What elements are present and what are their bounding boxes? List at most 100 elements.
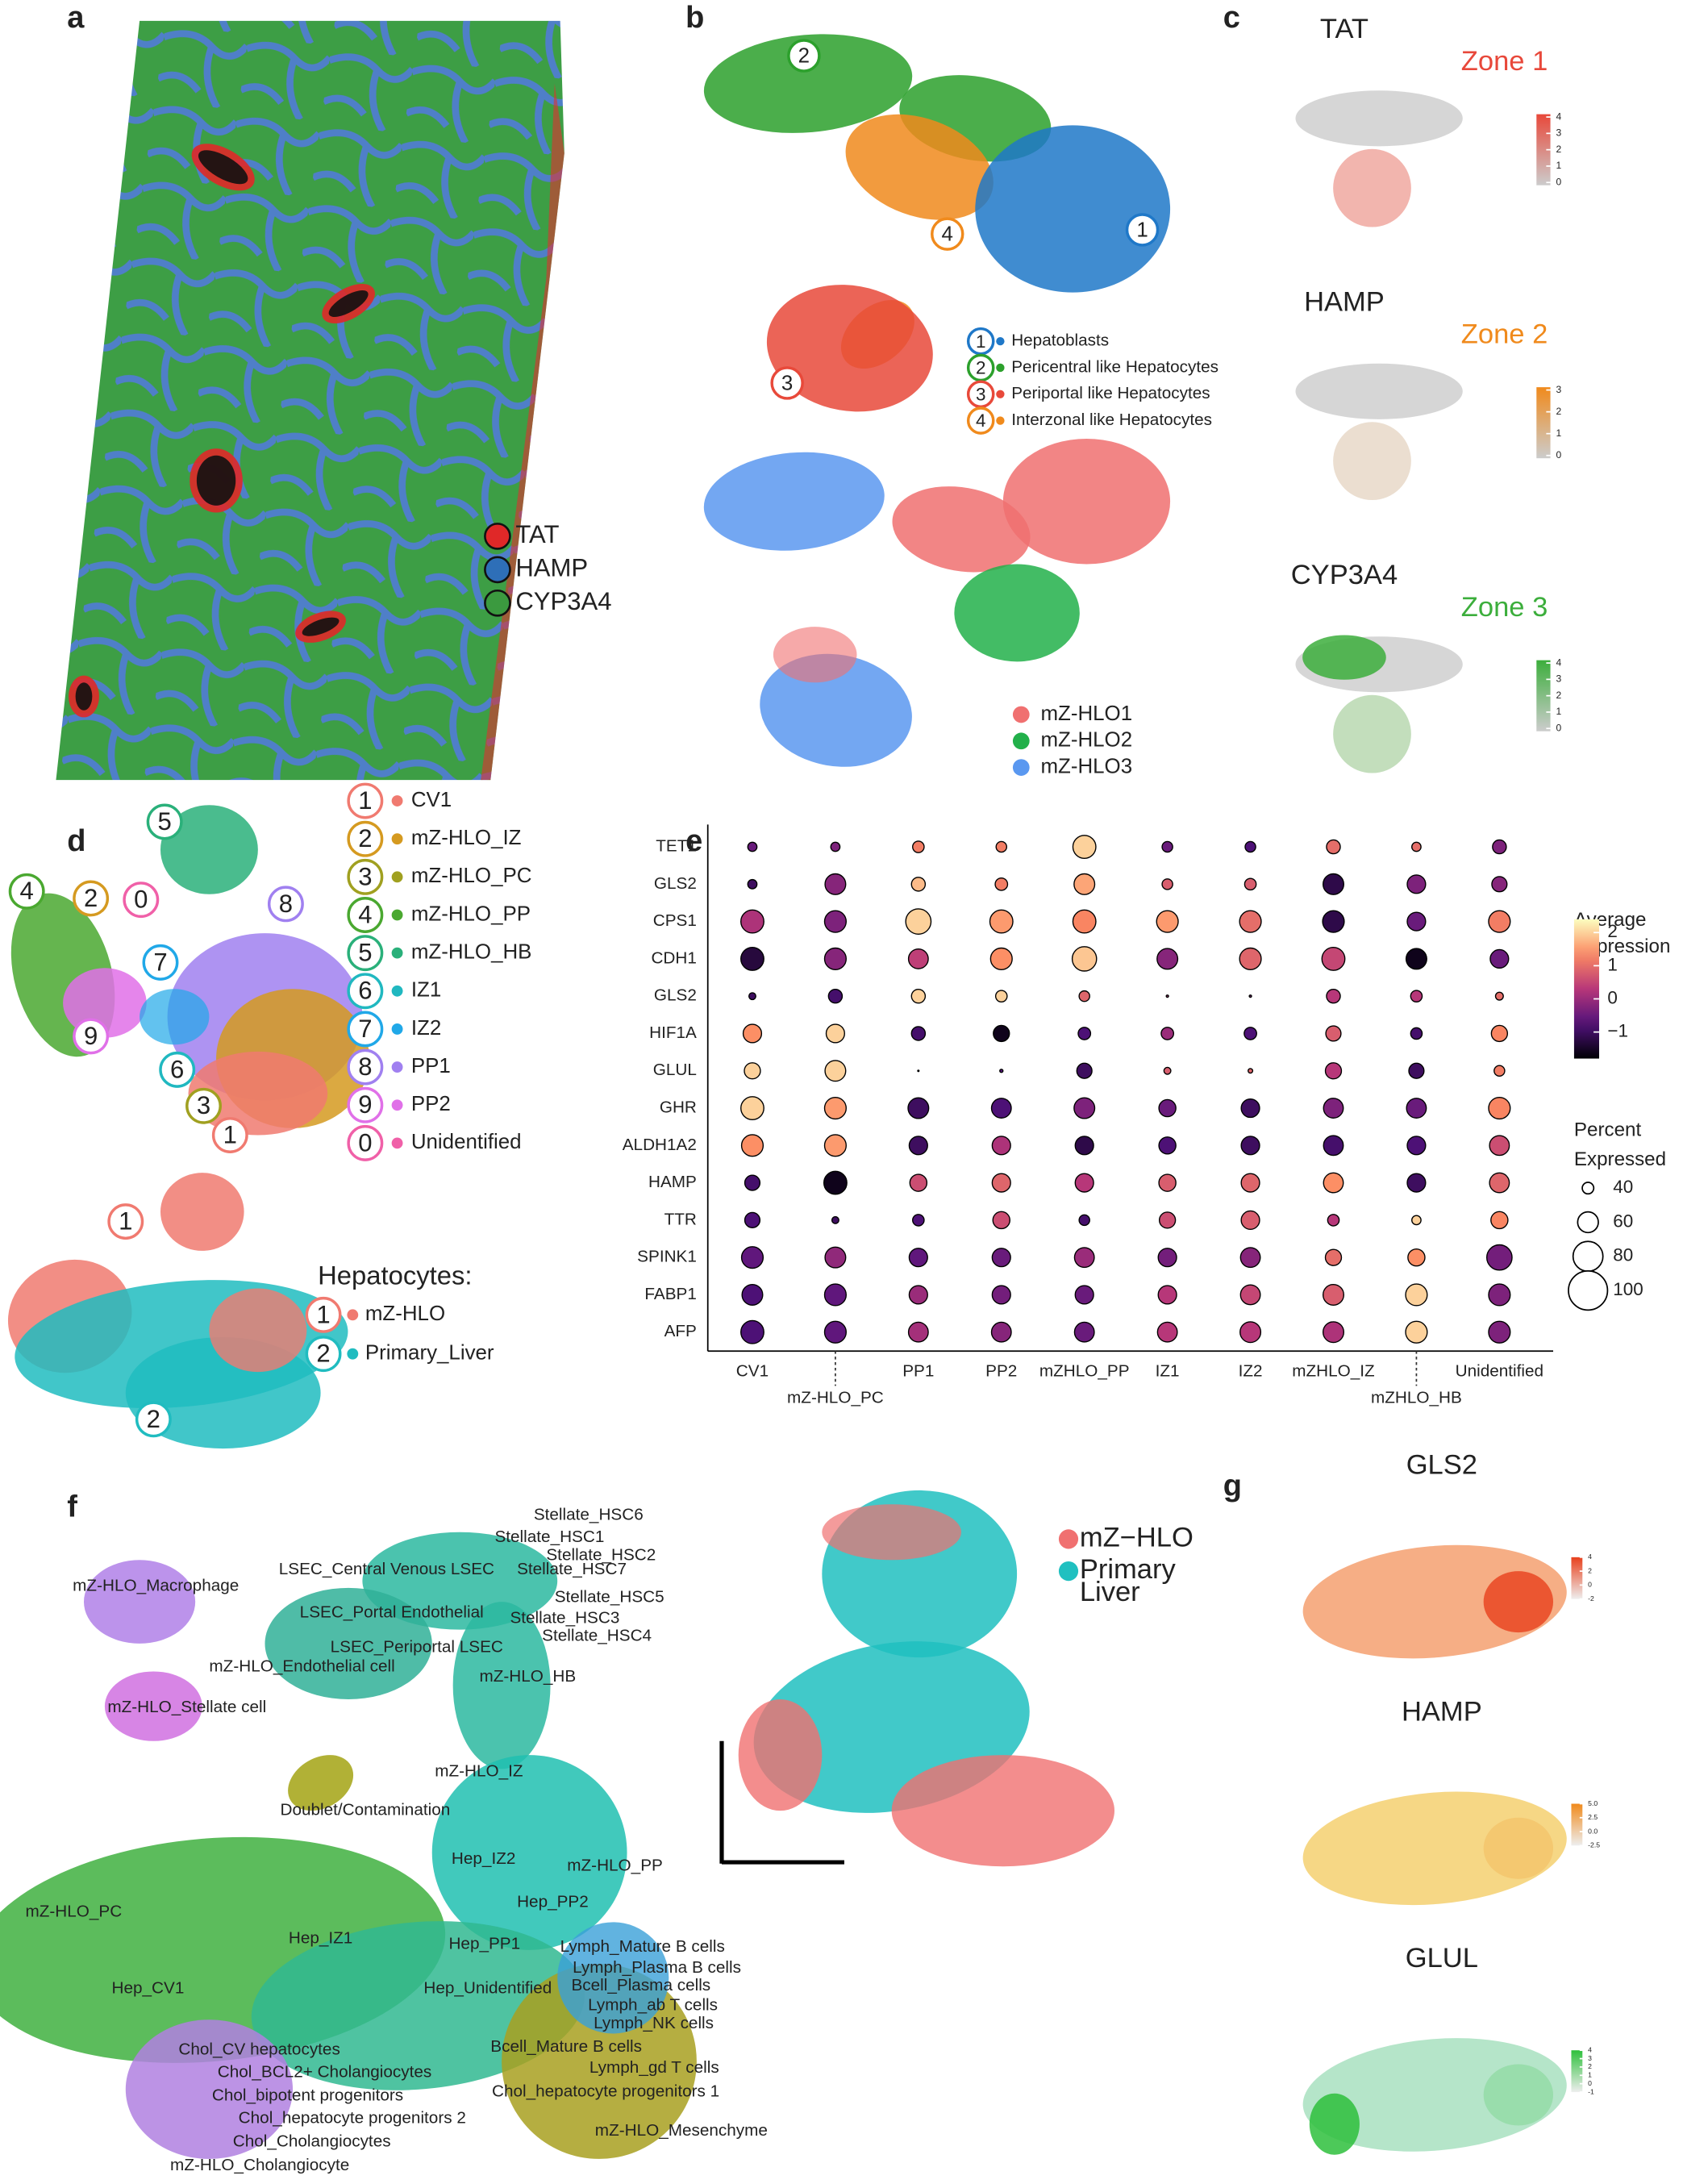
dot: [1323, 1172, 1344, 1194]
cluster-number: 1: [316, 1300, 330, 1328]
dot: [1163, 1066, 1172, 1075]
number-ring: [146, 803, 183, 840]
dot: [1158, 1098, 1177, 1118]
y-tick-label: TET1: [656, 837, 697, 856]
colorbar-tick-label: 0: [1556, 722, 1561, 733]
dot: [1327, 1214, 1340, 1227]
cluster-number: 7: [358, 1015, 372, 1043]
dot: [1405, 1283, 1428, 1307]
dot: [1072, 909, 1097, 934]
y-tick-label: SPINK1: [637, 1248, 697, 1266]
dot: [1157, 1248, 1177, 1268]
panel-label: a: [67, 1, 85, 35]
cluster-number: 2: [147, 1405, 160, 1433]
dot: [991, 1173, 1011, 1193]
number-ring: [73, 880, 110, 917]
cluster-blob: [265, 1587, 432, 1699]
legend-label: mZ-HLO_HB: [411, 940, 532, 963]
dot: [744, 1062, 761, 1080]
dot: [1161, 840, 1173, 853]
cluster-blob: [160, 805, 258, 894]
size-key: [1581, 1182, 1595, 1195]
cluster-blob: [188, 1051, 328, 1136]
number-ring: [347, 820, 384, 857]
dot: [1492, 839, 1507, 855]
dot: [989, 909, 1014, 934]
cluster-number: 3: [781, 373, 793, 395]
size-key-label: 40: [1613, 1177, 1633, 1197]
colorbar-tick-label: 2: [1556, 690, 1561, 701]
dot: [1239, 1284, 1261, 1306]
number-ring: [135, 1401, 172, 1438]
cluster-blob: [845, 114, 994, 220]
dot: [1406, 911, 1427, 932]
legend-label: IZ2: [411, 1017, 441, 1040]
dot: [1488, 1283, 1511, 1307]
cluster-blob: [160, 1173, 244, 1251]
dot: [912, 1214, 925, 1227]
number-ring: [347, 782, 384, 819]
dot: [825, 1023, 845, 1044]
dot: [907, 948, 929, 969]
legend-label: Interzonal like Hepatocytes: [1011, 411, 1212, 429]
cluster-number: 2: [358, 824, 372, 852]
cluster-label: Doublet/Contamination: [281, 1801, 451, 1819]
colorbar-tick-label: 1: [1556, 427, 1561, 439]
tissue-edge: [481, 83, 564, 781]
y-tick-label: CDH1: [651, 948, 696, 967]
cluster-number: 2: [976, 358, 985, 378]
size-key-label: 100: [1613, 1279, 1643, 1299]
gene-title: HAMP: [1304, 287, 1385, 318]
number-ring: [107, 1203, 144, 1240]
dot: [740, 909, 764, 934]
dot: [1490, 1211, 1509, 1230]
dot: [1326, 839, 1341, 855]
colorbar-tick-label: 3: [1588, 2054, 1592, 2062]
legend-dot: [391, 909, 403, 921]
dot: [910, 877, 927, 892]
dot: [823, 1283, 847, 1307]
cluster-number: 0: [358, 1128, 372, 1157]
dot: [1493, 1065, 1506, 1077]
cluster-blob: [251, 1921, 585, 2090]
cluster-label: LSEC_Central Venous LSEC: [279, 1560, 494, 1578]
y-tick-label: HAMP: [648, 1173, 697, 1191]
number-ring: [347, 935, 384, 972]
dot: [1076, 1062, 1093, 1079]
dot: [1073, 1097, 1096, 1119]
dot: [1073, 1321, 1095, 1343]
cluster-label: mZ-HLO_HB: [479, 1667, 576, 1686]
dot: [1072, 835, 1097, 859]
gene-title: CYP3A4: [1291, 560, 1398, 590]
cluster-number: 1: [976, 331, 985, 352]
size-key: [1568, 1270, 1609, 1311]
dot: [742, 1023, 763, 1044]
cluster-label: Chol_hepatocyte progenitors 2: [239, 2108, 466, 2127]
number-ring: [142, 944, 179, 981]
cluster-blob: [1333, 694, 1411, 773]
cluster-label: Stellate_HSC4: [542, 1627, 652, 1645]
number-ring: [1125, 213, 1160, 247]
dot: [1074, 1285, 1094, 1305]
gene-title: GLUL: [1406, 1943, 1478, 1974]
cluster-blob: [975, 125, 1171, 293]
dot: [1248, 994, 1252, 998]
cluster-label: Chol_BCL2+ Cholangiocytes: [218, 2062, 431, 2081]
cluster-label: mZ-HLO_PC: [25, 1903, 122, 1921]
dot: [1244, 840, 1256, 853]
cluster-label: Chol_bipotent progenitors: [212, 2086, 403, 2105]
cluster-number: 8: [279, 890, 293, 918]
legend-dot: [391, 871, 403, 883]
dot: [989, 947, 1013, 970]
colorbar-tick-label: 2: [1588, 1566, 1592, 1574]
dot: [917, 1069, 920, 1073]
dot: [1488, 1096, 1511, 1120]
dot: [740, 1246, 764, 1269]
x-tick-label: IZ2: [1239, 1362, 1263, 1381]
cluster-blob: [104, 1671, 202, 1741]
dot: [1406, 1136, 1427, 1156]
cluster-blob: [302, 617, 340, 636]
dot: [1410, 990, 1423, 1002]
dot: [823, 1096, 847, 1120]
cluster-blob: [892, 486, 1031, 573]
